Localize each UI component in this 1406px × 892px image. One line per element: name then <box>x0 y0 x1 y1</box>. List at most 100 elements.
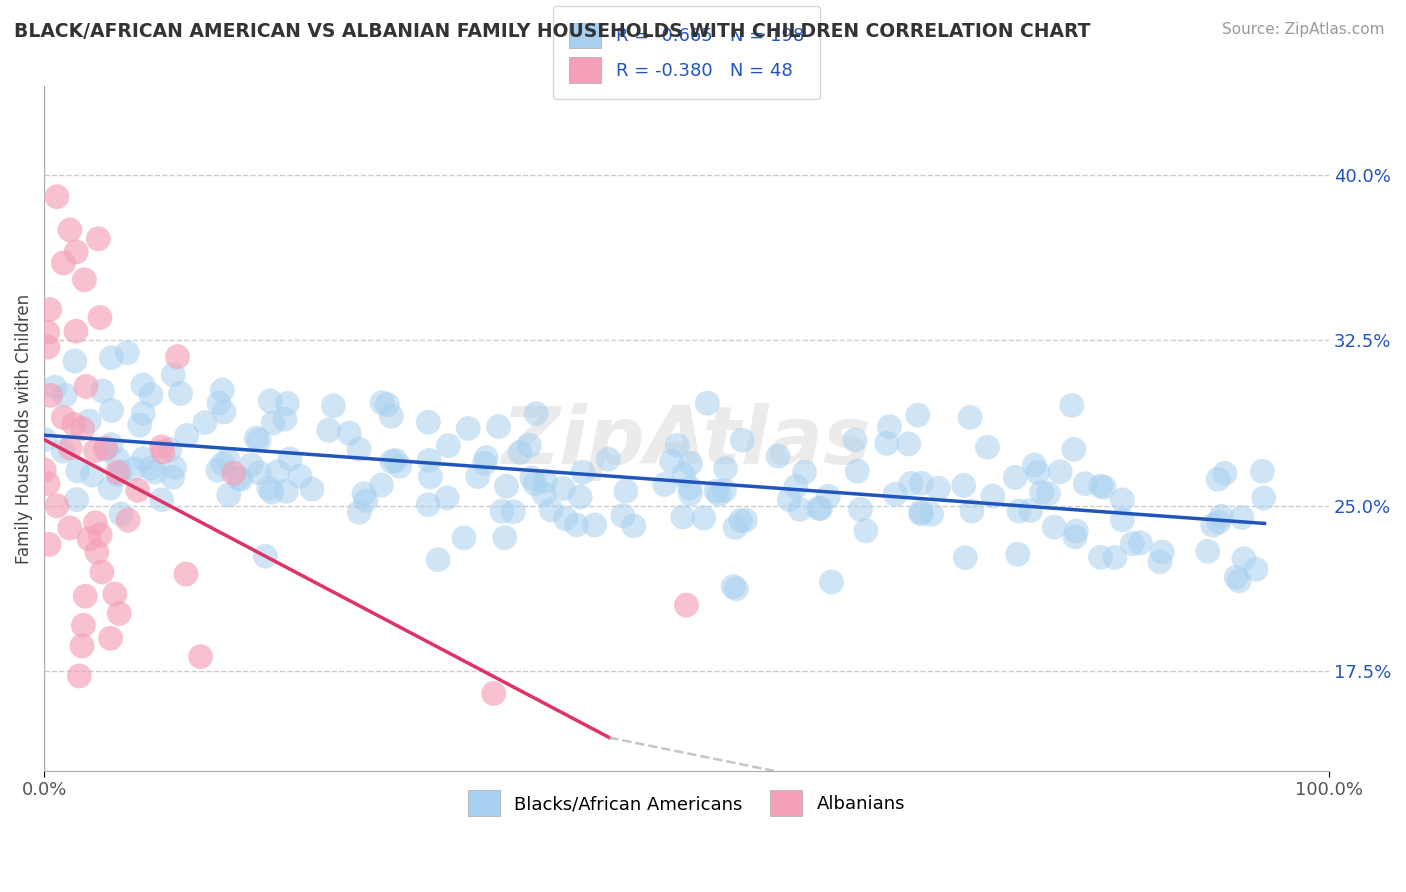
Point <box>785 479 807 493</box>
Point <box>100 351 122 365</box>
Point <box>849 502 872 516</box>
Point <box>457 421 479 435</box>
Point <box>122 461 145 475</box>
Point <box>910 507 932 521</box>
Point <box>724 520 747 534</box>
Point <box>960 504 983 518</box>
Point <box>107 452 129 467</box>
Point <box>907 408 929 422</box>
Point <box>437 439 460 453</box>
Point <box>87 232 110 246</box>
Point <box>1008 504 1031 518</box>
Point <box>84 443 107 458</box>
Point <box>534 474 557 488</box>
Point <box>117 513 139 527</box>
Point <box>1063 442 1085 457</box>
Point <box>63 417 86 432</box>
Point <box>418 453 440 467</box>
Point <box>1244 562 1267 576</box>
Point <box>1004 470 1026 484</box>
Point <box>162 368 184 382</box>
Point <box>194 416 217 430</box>
Point <box>427 553 450 567</box>
Point <box>1206 472 1229 486</box>
Point <box>734 513 756 527</box>
Point <box>301 482 323 496</box>
Point <box>583 518 606 533</box>
Point <box>370 478 392 492</box>
Point <box>353 487 375 501</box>
Point <box>1233 551 1256 566</box>
Point <box>77 532 100 546</box>
Point <box>100 403 122 417</box>
Point <box>976 440 998 454</box>
Point <box>1251 464 1274 478</box>
Point <box>436 491 458 505</box>
Point <box>254 549 277 564</box>
Point <box>63 354 86 368</box>
Point <box>679 481 702 495</box>
Point <box>207 463 229 477</box>
Point <box>212 405 235 419</box>
Point <box>723 580 745 594</box>
Point <box>318 423 340 437</box>
Point <box>900 476 922 491</box>
Point <box>259 394 281 409</box>
Point <box>509 445 531 459</box>
Point <box>46 499 69 513</box>
Point <box>679 456 702 470</box>
Point <box>927 481 949 495</box>
Point <box>731 433 754 447</box>
Point <box>778 492 800 507</box>
Point <box>98 481 121 495</box>
Point <box>713 483 735 498</box>
Point <box>229 472 252 486</box>
Point <box>139 461 162 475</box>
Point <box>1090 479 1112 493</box>
Point <box>32 463 55 477</box>
Point <box>553 482 575 496</box>
Point <box>211 457 233 471</box>
Point <box>174 567 197 582</box>
Point <box>127 483 149 498</box>
Point <box>381 454 404 468</box>
Point <box>810 501 832 516</box>
Point <box>672 510 695 524</box>
Point <box>82 468 104 483</box>
Point <box>52 256 75 270</box>
Point <box>1060 399 1083 413</box>
Point <box>86 545 108 559</box>
Point <box>495 479 517 493</box>
Point <box>1202 518 1225 533</box>
Point <box>371 395 394 409</box>
Point <box>679 486 702 500</box>
Point <box>274 412 297 426</box>
Point <box>1111 513 1133 527</box>
Point <box>53 388 76 402</box>
Point <box>884 487 907 501</box>
Point <box>354 493 377 508</box>
Point <box>132 406 155 420</box>
Point <box>176 428 198 442</box>
Point <box>377 398 399 412</box>
Text: BLACK/AFRICAN AMERICAN VS ALBANIAN FAMILY HOUSEHOLDS WITH CHILDREN CORRELATION C: BLACK/AFRICAN AMERICAN VS ALBANIAN FAMIL… <box>14 22 1091 41</box>
Point <box>675 598 697 612</box>
Point <box>1152 545 1174 559</box>
Point <box>1230 510 1253 524</box>
Point <box>190 649 212 664</box>
Point <box>572 465 595 479</box>
Point <box>139 388 162 402</box>
Point <box>37 340 59 354</box>
Point <box>211 383 233 397</box>
Point <box>1043 520 1066 534</box>
Point <box>208 396 231 410</box>
Point <box>730 514 752 528</box>
Point <box>672 467 695 482</box>
Point <box>132 378 155 392</box>
Point <box>150 440 173 454</box>
Point <box>388 459 411 474</box>
Point <box>807 501 830 516</box>
Point <box>91 384 114 398</box>
Point <box>65 324 87 338</box>
Point <box>44 380 66 394</box>
